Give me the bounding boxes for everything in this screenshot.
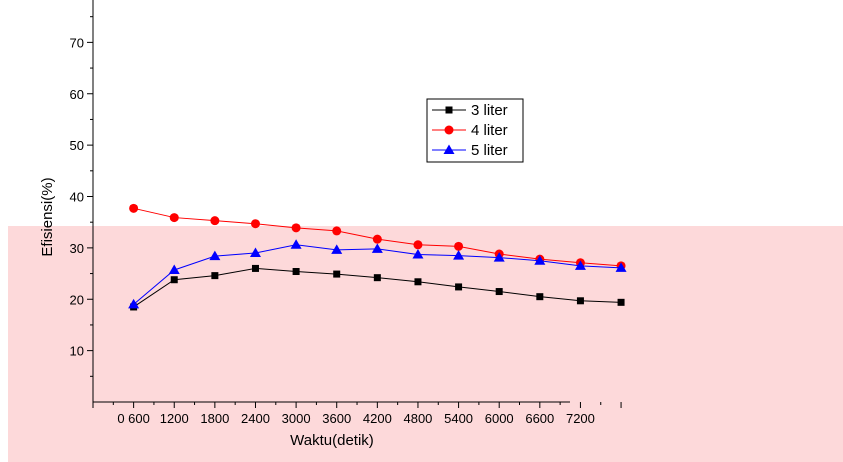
data-point-square — [292, 268, 300, 276]
legend-entry: 5 liter — [432, 142, 508, 159]
x-axis-title: Waktu(detik) — [290, 432, 374, 449]
y-tick-label: 20 — [70, 292, 84, 307]
data-point-triangle — [453, 250, 465, 260]
data-point-circle — [454, 241, 464, 251]
series-5-liter — [128, 239, 627, 309]
data-point-square — [333, 270, 341, 278]
data-point-square — [211, 272, 219, 280]
x-tick-label: 7200 — [566, 411, 595, 426]
data-point-triangle — [331, 244, 343, 254]
x-tick-label: 4800 — [403, 411, 432, 426]
data-point-square — [536, 293, 544, 301]
data-point-square — [170, 276, 178, 284]
data-point-square — [251, 264, 259, 272]
data-point-triangle — [412, 249, 424, 259]
legend-label: 3 liter — [471, 102, 508, 119]
data-point-triangle — [493, 252, 505, 262]
data-point-triangle — [290, 239, 302, 249]
legend-label: 4 liter — [471, 122, 508, 139]
data-point-circle — [210, 216, 220, 226]
x-tick-label: 4200 — [363, 411, 392, 426]
x-tick-label: 5400 — [444, 411, 473, 426]
data-point-triangle — [615, 262, 627, 272]
legend-entry: 3 liter — [432, 102, 508, 119]
y-tick-label: 50 — [70, 138, 84, 153]
y-tick-label: 30 — [70, 241, 84, 256]
data-point-circle — [372, 234, 382, 244]
data-point-triangle — [443, 144, 455, 154]
data-point-triangle — [128, 298, 140, 309]
y-tick-label: 40 — [70, 190, 84, 205]
data-point-square — [617, 298, 625, 306]
legend-entry: 4 liter — [432, 122, 508, 139]
data-point-square — [455, 283, 463, 291]
data-point-circle — [250, 219, 260, 229]
x-tick-label: 1200 — [160, 411, 189, 426]
data-point-square — [373, 274, 381, 282]
x-tick-label: 3000 — [282, 411, 311, 426]
data-point-triangle — [371, 243, 383, 253]
data-point-circle — [291, 223, 301, 233]
y-tick-label: 70 — [70, 35, 84, 50]
data-point-circle — [129, 203, 139, 213]
x-tick-label: 6600 — [525, 411, 554, 426]
data-point-circle — [169, 213, 179, 223]
data-point-circle — [413, 240, 423, 250]
x-tick-label: 3600 — [322, 411, 351, 426]
data-point-circle — [332, 226, 342, 236]
data-point-square — [495, 288, 503, 296]
y-tick-label: 60 — [70, 87, 84, 102]
data-point-circle — [444, 125, 454, 135]
data-point-triangle — [534, 255, 546, 265]
x-tick-label: 1800 — [200, 411, 229, 426]
data-point-square — [414, 278, 422, 286]
series-layer — [128, 203, 627, 311]
legend: 3 liter 4 liter 5 liter — [426, 98, 524, 163]
data-point-square — [576, 297, 584, 305]
x-tick-label: 2400 — [241, 411, 270, 426]
data-point-triangle — [209, 250, 221, 261]
x-tick-label: 6000 — [485, 411, 514, 426]
y-tick-label: 10 — [70, 344, 84, 359]
data-point-triangle — [249, 247, 261, 258]
background-band — [8, 226, 843, 462]
background-band-shape — [8, 226, 843, 462]
data-point-square — [445, 106, 453, 114]
y-axis-title: Efisiensi(%) — [39, 177, 56, 256]
legend-label: 5 liter — [471, 142, 508, 159]
axes: 10203040506070800 6001200180024003000360… — [70, 0, 622, 426]
data-point-triangle — [574, 260, 586, 270]
data-point-triangle — [168, 264, 180, 274]
x-tick-label: 0 600 — [117, 411, 150, 426]
